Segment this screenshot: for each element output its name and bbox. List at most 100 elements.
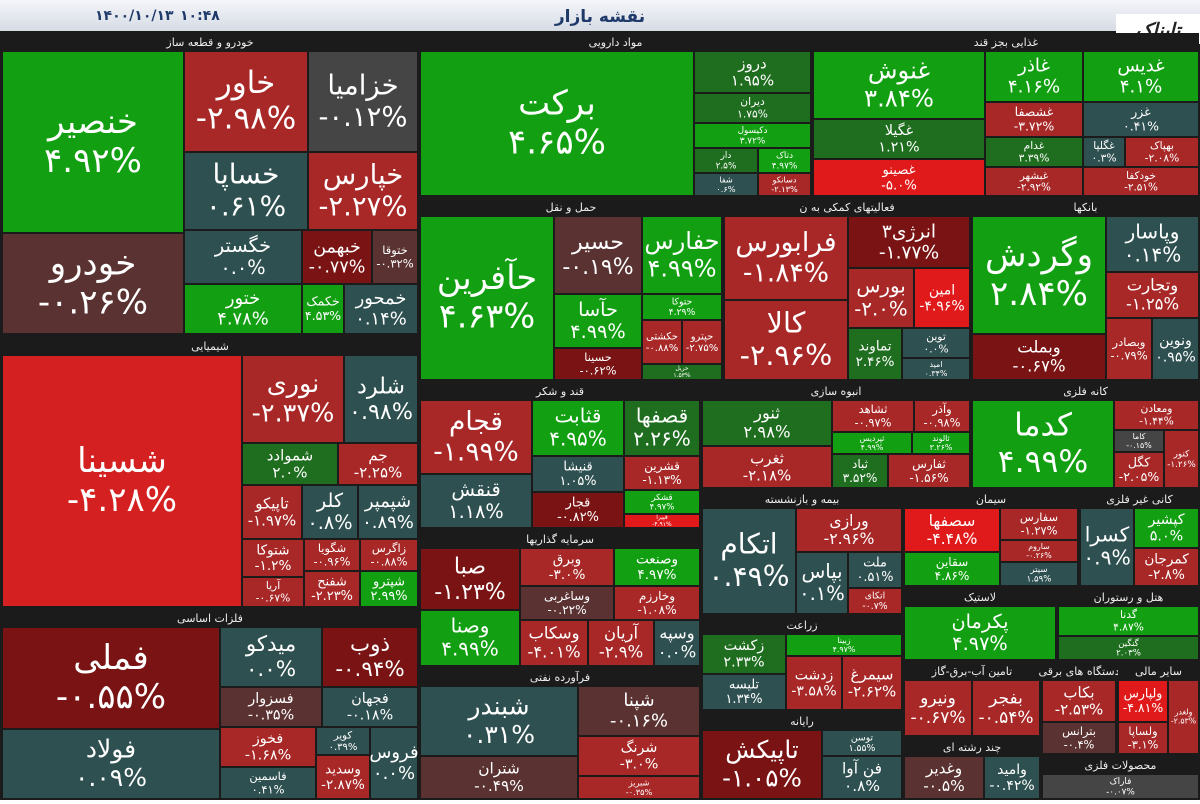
- stock-change: -۲.۸۷%: [321, 777, 365, 793]
- tile-box: [642, 320, 682, 364]
- tile-box: [1168, 680, 1199, 754]
- tile-box: [614, 586, 700, 620]
- stock-name: وبصادر: [1112, 335, 1146, 350]
- stock-change: -۰.۷%: [862, 601, 887, 612]
- stock-name: تاپیکو: [254, 494, 288, 513]
- stock-change: -۰.۸۲%: [557, 510, 599, 525]
- stock-name: دار: [720, 151, 732, 161]
- tile-box: [1114, 430, 1164, 452]
- stock-tile: حسیر-۰.۱۹%: [554, 216, 642, 294]
- tile-box: [624, 400, 700, 456]
- tile-box: [242, 485, 302, 539]
- stock-tile: وامید-۰.۴۲%: [984, 756, 1040, 799]
- sector-title: سرمایه گذاریها: [526, 533, 594, 546]
- sector-title: لاستیک: [964, 591, 996, 604]
- stock-change: ۰.۰۹%: [75, 763, 147, 792]
- stock-change: ۴.۹۲%: [44, 141, 142, 181]
- stock-change: -۲.۹۲%: [1017, 182, 1051, 194]
- stock-change: -۵.۰%: [881, 178, 917, 193]
- stock-name: فسزوار: [247, 691, 293, 707]
- stock-tile: شتران-۰.۴۹%: [420, 756, 578, 799]
- stock-tile: شفنح-۲.۲۳%: [304, 571, 360, 607]
- stock-name: قشکر: [650, 493, 672, 503]
- stock-tile: دسانکو-۲.۱۳%: [758, 173, 811, 196]
- stock-name: خاور: [215, 65, 276, 101]
- tile-box: [220, 727, 316, 767]
- sector: خودرو و قطعه سازخنصیر۴.۹۲%خودرو-۰.۲۶%خاو…: [2, 33, 418, 335]
- stock-name: وصنعت: [636, 552, 678, 568]
- stock-tile: وبرق-۳.۰%: [520, 548, 614, 586]
- stock-name: خبهمن: [313, 237, 361, 257]
- stock-change: ۰.۰%: [246, 657, 296, 682]
- stock-name: غدیس: [1117, 55, 1165, 76]
- tile-box: [888, 454, 970, 488]
- stock-change: ۴.۹۹%: [441, 637, 499, 661]
- sector-title: انبوه سازی: [811, 385, 862, 398]
- sector: بیمه و بازنشستهاتکام۰.۴۹%ورازی-۲.۹۶%بپاس…: [702, 490, 902, 614]
- stock-change: -۲.۵۳%: [1171, 717, 1196, 726]
- stock-name: سقاین: [936, 555, 969, 570]
- stock-name: قنیشا: [563, 459, 592, 474]
- sector: فلزات اساسیفملی-۰.۵۵%فولاد۰.۰۹%میدکو۰.۰%…: [2, 609, 419, 799]
- stock-name: غصینو: [881, 163, 915, 178]
- stock-change: -۰.۳۲%: [376, 256, 413, 270]
- sector: غذایی بجز قندغنوش۳.۸۴%غگیلا۱.۲۱%غصینو-۵.…: [813, 33, 1199, 196]
- stock-name: حتوکا: [672, 296, 693, 307]
- tile-box: [184, 284, 302, 334]
- tile-box: [1042, 722, 1116, 754]
- stock-tile: کمرجان-۲.۸%: [1134, 548, 1199, 586]
- tile-box: [242, 539, 304, 577]
- stock-name: فولاد: [86, 734, 136, 763]
- stock-name: شپمپر: [364, 491, 411, 512]
- tile-box: [832, 454, 888, 488]
- stock-tile: کاما-۰.۱۵%: [1114, 430, 1164, 452]
- stock-name: غاذر: [1017, 55, 1050, 76]
- stock-name: وغدیر: [925, 760, 962, 778]
- tile-box: [578, 776, 700, 799]
- tile-box: [520, 586, 614, 620]
- stock-name: ثشاهد: [859, 402, 888, 416]
- stock-name: آریان: [604, 623, 640, 643]
- stock-name: غزر: [1130, 104, 1151, 120]
- stock-change: ۰.۸۹%: [362, 512, 414, 533]
- sector-title: بیمه و بازنشسته: [765, 493, 840, 506]
- stock-name: جم: [368, 446, 387, 464]
- tile-box: [624, 456, 700, 490]
- stock-tile: خودکفا-۲.۵۱%: [1083, 167, 1199, 196]
- stock-name: حپترو: [690, 332, 714, 343]
- tile-box: [370, 727, 418, 799]
- stock-tile: خپارس-۲.۲۷%: [308, 152, 418, 230]
- tile-box: [902, 328, 970, 358]
- stock-change: -۰.۰۷%: [1106, 787, 1135, 797]
- tile-box: [420, 474, 532, 528]
- stock-name: خمحور: [355, 288, 407, 309]
- stock-tile: وخارزم-۱.۰۸%: [614, 586, 700, 620]
- tile-box: [1083, 51, 1199, 102]
- stock-tile: قپیرا-۴.۹۱%: [624, 514, 700, 528]
- stock-change: -۴.۲۸%: [67, 480, 177, 520]
- tile-box: [985, 167, 1083, 196]
- stock-change: -۳.۰%: [549, 567, 586, 583]
- tile-box: [344, 355, 418, 443]
- stock-tile: زدشت-۳.۵۸%: [786, 656, 842, 710]
- sector-title: محصولات فلزی: [1085, 759, 1157, 772]
- stock-change: ۰.۴۱%: [1123, 119, 1159, 134]
- stock-change: -۱.۴۴%: [1139, 414, 1174, 427]
- stock-tile: حپترو-۲.۷۵%: [682, 320, 722, 364]
- stock-tile: خبهمن-۰.۷۷%: [302, 230, 372, 284]
